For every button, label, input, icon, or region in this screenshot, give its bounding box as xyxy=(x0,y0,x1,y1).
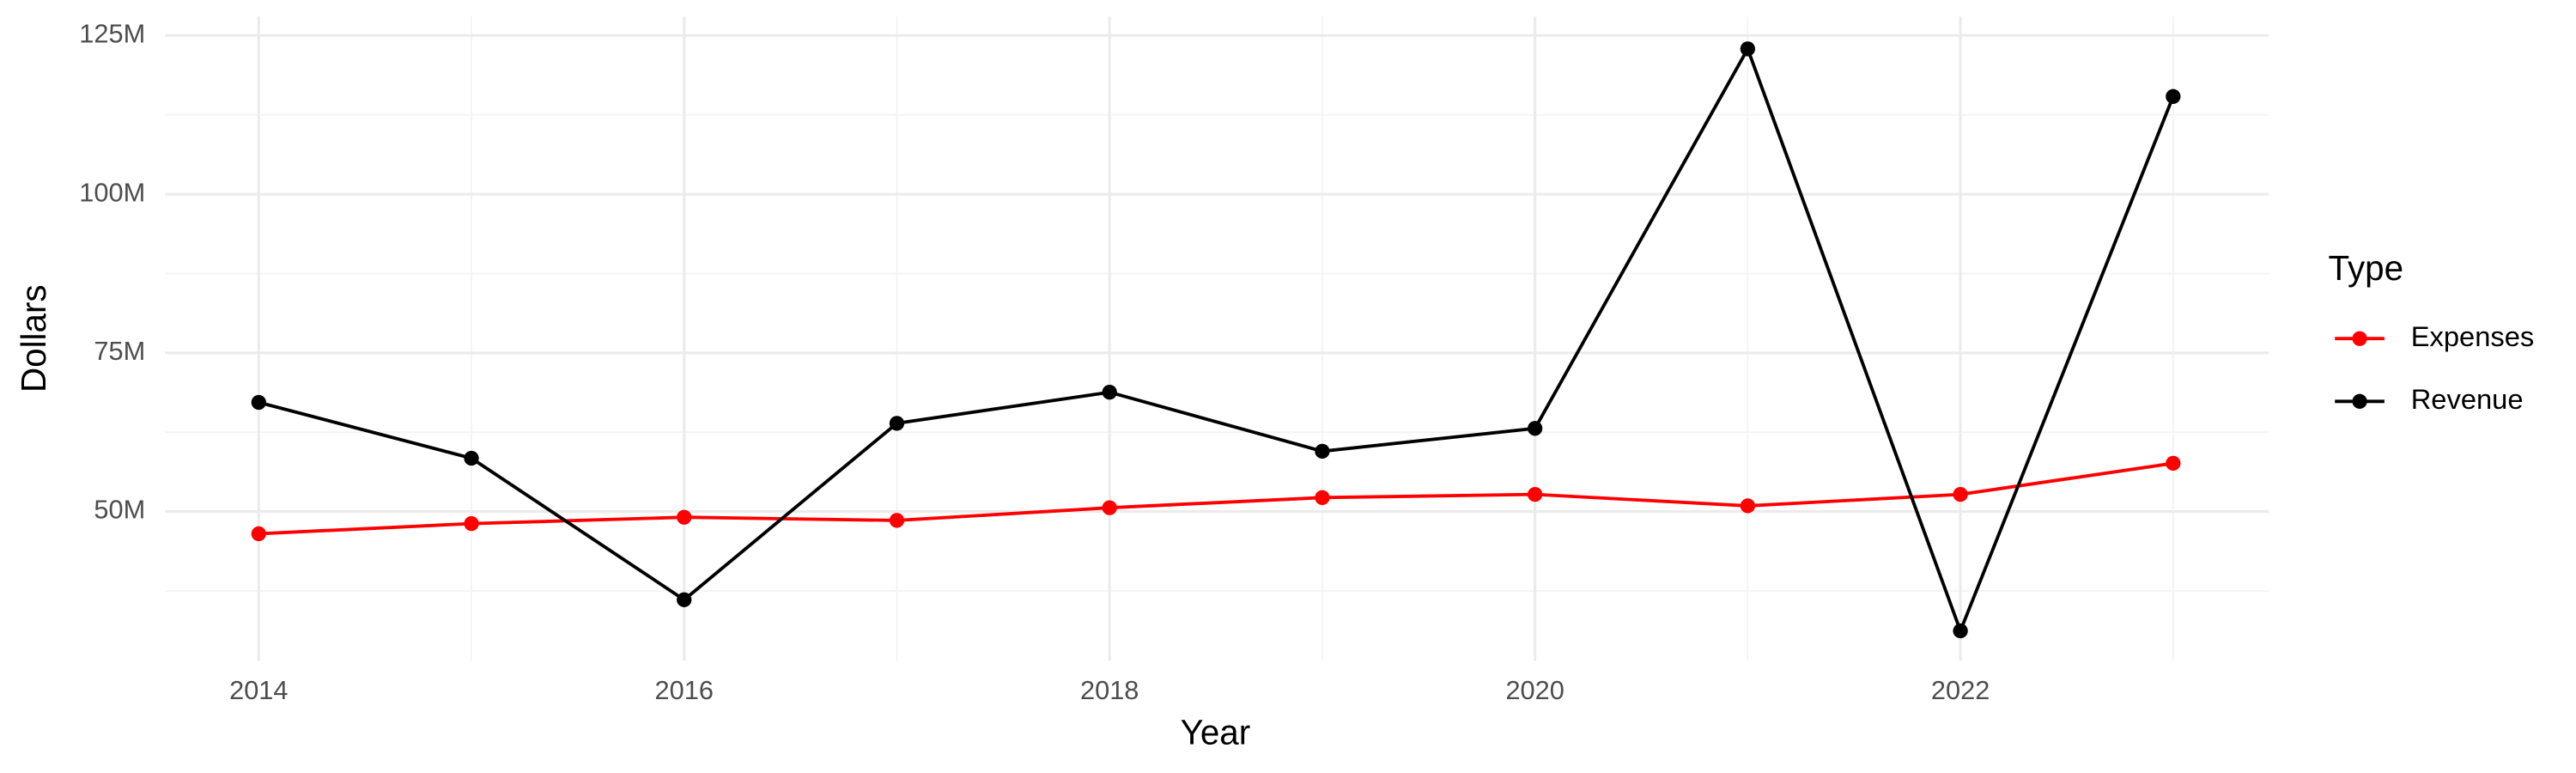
point xyxy=(1953,486,1968,502)
x-tick-label: 2020 xyxy=(1505,675,1564,705)
point xyxy=(1528,486,1543,502)
point xyxy=(1315,443,1330,460)
point xyxy=(889,416,905,431)
point xyxy=(677,592,692,607)
legend-label: Revenue xyxy=(2411,383,2524,415)
y-tick-label: 125M xyxy=(79,19,145,49)
y-tick-label: 100M xyxy=(79,177,145,207)
x-tick-label: 2014 xyxy=(229,675,288,705)
point xyxy=(677,509,692,525)
point xyxy=(1102,385,1117,400)
legend-swatch-point xyxy=(2352,393,2367,409)
x-tick-label: 2018 xyxy=(1080,675,1139,705)
x-tick-label: 2022 xyxy=(1931,675,1990,705)
point xyxy=(251,526,266,542)
point xyxy=(889,513,905,528)
y-tick-label: 75M xyxy=(94,336,145,366)
point xyxy=(1740,41,1756,57)
point xyxy=(2166,88,2181,104)
point xyxy=(464,515,479,532)
legend-title: Type xyxy=(2329,248,2404,288)
y-tick-label: 50M xyxy=(94,495,145,525)
point xyxy=(2166,455,2181,472)
series-line xyxy=(258,461,2174,536)
legend-label: Expenses xyxy=(2411,320,2535,352)
legend-swatch-point xyxy=(2352,331,2367,346)
point xyxy=(1102,500,1117,515)
point xyxy=(1315,490,1330,505)
x-axis-label: Year xyxy=(1181,712,1251,752)
point xyxy=(251,394,266,411)
point xyxy=(1953,623,1968,639)
point xyxy=(464,450,479,466)
x-tick-label: 2016 xyxy=(655,675,714,705)
point xyxy=(1740,498,1756,514)
series-line xyxy=(258,45,2175,636)
y-axis-label: Dollars xyxy=(14,284,53,393)
point xyxy=(1528,421,1543,436)
